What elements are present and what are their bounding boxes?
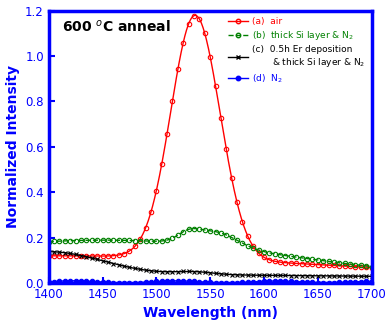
Y-axis label: Normalized Intensity: Normalized Intensity [5,65,20,228]
Legend: (a)  air, (b)  thick Si layer & N$_2$, (c)  0.5h Er deposition
       & thick Si: (a) air, (b) thick Si layer & N$_2$, (c)… [227,15,367,86]
X-axis label: Wavelength (nm): Wavelength (nm) [143,306,278,320]
Text: 600 $^o$C anneal: 600 $^o$C anneal [62,19,170,35]
